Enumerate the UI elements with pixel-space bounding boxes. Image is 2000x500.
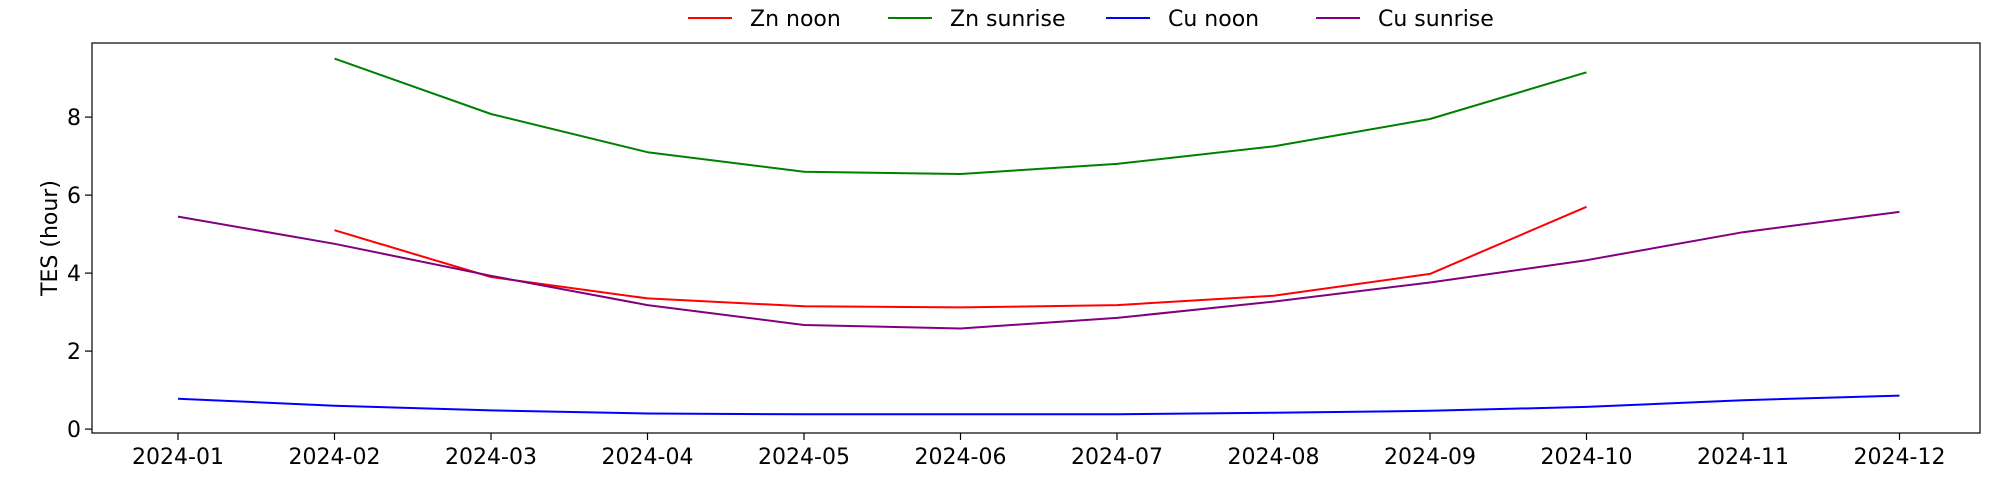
series-line-cu-noon [177,394,1900,416]
x-tick-label: 2024-11 [1697,445,1789,470]
x-tick-label: 2024-06 [915,445,1007,470]
legend-label-cu-noon: Cu noon [1168,7,1259,32]
y-axis-label: TES (hour) [38,180,63,297]
y-axis: 0 2 4 6 8 [67,106,92,443]
legend-label-zn-sunrise: Zn sunrise [950,7,1066,32]
series-line-zn-sunrise [334,57,1587,175]
y-tick-label: 4 [67,262,81,287]
y-tick-label: 0 [67,418,81,443]
x-axis: 2024-01 2024-02 2024-03 2024-04 2024-05 2024-… [132,433,1945,470]
x-tick-label: 2024-04 [602,445,694,470]
x-tick-label: 2024-09 [1384,445,1476,470]
x-tick-label: 2024-07 [1071,445,1163,470]
series-line-cu-sunrise [177,210,1900,330]
series-line-zn-noon [334,205,1587,309]
x-tick-label: 2024-05 [758,445,850,470]
plot-area-frame [91,42,1981,434]
x-tick-label: 2024-10 [1541,445,1633,470]
series-layer [177,57,1900,416]
x-tick-label: 2024-08 [1228,445,1320,470]
x-tick-label: 2024-02 [289,445,381,470]
y-tick-label: 6 [67,184,81,209]
x-tick-label: 2024-01 [132,445,224,470]
legend: Zn noon Zn sunrise Cu noon Cu sunrise [688,7,1494,32]
legend-label-zn-noon: Zn noon [750,7,841,32]
legend-label-cu-sunrise: Cu sunrise [1378,7,1494,32]
x-tick-label: 2024-03 [445,445,537,470]
y-tick-label: 8 [67,106,81,131]
x-tick-label: 2024-12 [1854,445,1946,470]
y-tick-label: 2 [67,340,81,365]
